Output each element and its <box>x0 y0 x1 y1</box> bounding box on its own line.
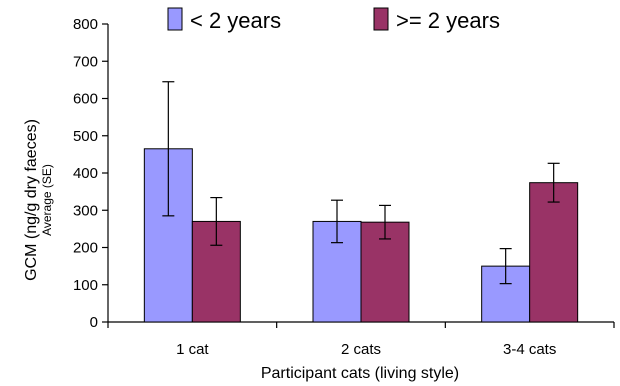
error-bars <box>162 81 560 285</box>
x-axis-title: Participant cats (living style) <box>261 365 459 382</box>
y-tick-label: 600 <box>73 91 98 108</box>
y-tick-label: 700 <box>73 53 98 70</box>
legend-label: >= 2 years <box>396 8 500 33</box>
x-tick-label: 3-4 cats <box>503 341 556 358</box>
x-tick-label: 1 cat <box>176 341 209 358</box>
y-tick-label: 400 <box>73 165 98 182</box>
y-axis-subtitle: Average (SE) <box>40 164 54 236</box>
y-tick-label: 500 <box>73 128 98 145</box>
y-axis-title-group: GCM (ng/g dry faeces) Average (SE) <box>23 119 54 281</box>
y-tick-label: 200 <box>73 240 98 257</box>
y-tick-label: 100 <box>73 277 98 294</box>
bar <box>529 182 579 323</box>
legend-label: < 2 years <box>190 8 281 33</box>
y-axis: 0 100 200 300 400 500 600 700 800 <box>73 16 109 331</box>
legend: < 2 years >= 2 years <box>167 7 500 33</box>
y-tick-label: 0 <box>90 314 98 331</box>
x-tick-label: 2 cats <box>341 341 381 358</box>
y-axis-title: GCM (ng/g dry faeces) <box>23 119 40 281</box>
y-tick-label: 800 <box>73 16 98 33</box>
x-axis: 1 cat 2 cats 3-4 cats <box>107 321 615 358</box>
bars <box>143 148 579 323</box>
y-tick-label: 300 <box>73 202 98 219</box>
legend-swatch <box>167 7 183 31</box>
legend-swatch <box>373 7 389 31</box>
